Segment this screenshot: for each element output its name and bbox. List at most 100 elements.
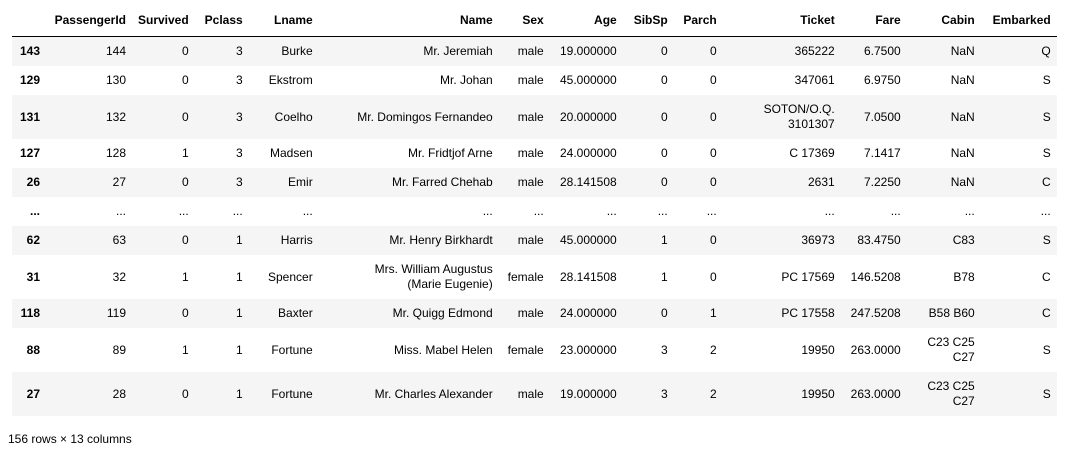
- cell-value: Q: [1041, 44, 1051, 58]
- cell-value: 1: [236, 306, 243, 320]
- cell-value: Mr. Fridtjof Arne: [408, 146, 493, 160]
- cell-value: S: [1042, 342, 1051, 357]
- cell-sibsp: 0: [623, 299, 674, 328]
- index-header: [12, 7, 46, 37]
- cell-lname: Madsen: [249, 139, 319, 168]
- cell-survived: 1: [132, 328, 195, 372]
- cell-value: 83.4750: [857, 233, 901, 247]
- table-row: 143 144 0 3 Burke Mr. Jeremiah male 19.000000 0 0…: [12, 36, 1057, 67]
- row-index: 62: [26, 233, 40, 247]
- cell-value: male: [517, 386, 544, 401]
- cell-value: C: [1042, 306, 1051, 320]
- cell-value: 0: [182, 73, 189, 87]
- cell-value: 6.9750: [864, 73, 901, 87]
- cell-value: 0: [710, 109, 717, 124]
- cell-value: 0: [182, 306, 189, 320]
- cell-fare: 6.9750: [841, 66, 907, 95]
- row-index: 27: [26, 386, 40, 401]
- cell-passengerid: ...: [46, 197, 132, 226]
- cell-value: 19.000000: [559, 44, 617, 58]
- cell-value: NaN: [950, 44, 975, 58]
- cell-survived: 0: [132, 37, 195, 67]
- cell-survived: 1: [132, 139, 195, 168]
- cell-value: 89: [112, 342, 126, 357]
- cell-age: 28.141508: [550, 255, 623, 299]
- cell-fare: 83.4750: [841, 226, 907, 255]
- cell-value: 36973: [801, 233, 835, 247]
- cell-value: Miss. Mabel Helen: [394, 342, 493, 357]
- cell-sibsp: ...: [623, 197, 674, 226]
- cell-name: Mr. Henry Birkhardt: [319, 226, 499, 255]
- cell-value: 1: [661, 269, 668, 284]
- cell-value: 0: [182, 44, 189, 58]
- cell-value: 1: [236, 386, 243, 401]
- cell-passengerid: 27: [46, 168, 132, 197]
- cell-value: 146.5208: [850, 269, 901, 284]
- cell-parch: 0: [674, 37, 723, 67]
- cell-fare: 263.0000: [841, 372, 907, 416]
- cell-value: 1: [236, 233, 243, 247]
- cell-value: NaN: [950, 73, 975, 87]
- cell-value: S: [1042, 73, 1051, 87]
- cell-sibsp: 0: [623, 95, 674, 139]
- cell-value: 0: [710, 269, 717, 284]
- cell-value: 0: [182, 233, 189, 247]
- column-header-parch: Parch: [673, 7, 723, 37]
- cell-name: Mr. Fridtjof Arne: [319, 139, 499, 168]
- cell-value: 1: [236, 269, 243, 284]
- cell-sibsp: 3: [623, 372, 674, 416]
- cell-value: Mr. Domingos Fernandeo: [357, 109, 493, 124]
- cell-value: ...: [890, 204, 901, 218]
- table-header: PassengerId Survived Pclass Lname Name Sex Age…: [12, 7, 1057, 37]
- cell-value: 128: [105, 146, 126, 160]
- table-row: 31 32 1 1 Spencer Mrs. William Augustus (Mari…: [12, 255, 1057, 299]
- cell-lname: Ekstrom: [249, 66, 319, 95]
- row-index: 129: [19, 73, 40, 87]
- cell-value: ...: [232, 204, 243, 218]
- cell-value: female: [507, 269, 544, 284]
- cell-survived: 0: [132, 299, 195, 328]
- cell-pclass: 1: [195, 255, 249, 299]
- cell-value: Mrs. William Augustus (Marie Eugenie): [374, 262, 493, 291]
- cell-fare: 7.0500: [841, 95, 907, 139]
- table-row: 127 128 1 3 Madsen Mr. Fridtjof Arne male 24.00…: [12, 139, 1057, 168]
- cell-survived: 0: [132, 66, 195, 95]
- cell-name: Mr. Quigg Edmond: [319, 299, 499, 328]
- cell-value: NaN: [950, 109, 975, 124]
- cell-age: ...: [550, 197, 623, 226]
- cell-value: C23 C25 C27: [927, 379, 975, 408]
- cell-age: 45.000000: [550, 66, 623, 95]
- cell-value: male: [517, 306, 544, 320]
- cell-value: Mr. Johan: [440, 73, 493, 87]
- cell-sibsp: 1: [623, 255, 674, 299]
- row-index: ...: [29, 204, 40, 218]
- cell-lname: Baxter: [249, 299, 319, 328]
- cell-survived: 0: [132, 95, 195, 139]
- column-header-fare: Fare: [840, 7, 907, 37]
- cell-parch: 0: [674, 95, 723, 139]
- cell-lname: Burke: [249, 37, 319, 67]
- cell-age: 45.000000: [550, 226, 623, 255]
- cell-pclass: 3: [195, 168, 249, 197]
- cell-fare: 7.1417: [841, 139, 907, 168]
- cell-parch: 2: [674, 372, 723, 416]
- cell-value: SOTON/O.Q. 3101307: [763, 102, 835, 131]
- cell-sex: male: [499, 66, 550, 95]
- cell-cabin: NaN: [907, 95, 981, 139]
- cell-value: 20.000000: [559, 109, 617, 124]
- cell-value: 3: [661, 342, 668, 357]
- cell-passengerid: 130: [46, 66, 132, 95]
- cell-value: 0: [710, 44, 717, 58]
- cell-value: Mr. Henry Birkhardt: [389, 233, 493, 247]
- cell-value: 0: [661, 146, 668, 160]
- cell-lname: Harris: [249, 226, 319, 255]
- cell-parch: 0: [674, 255, 723, 299]
- cell-name: Mrs. William Augustus (Marie Eugenie): [319, 255, 499, 299]
- cell-sibsp: 1: [623, 226, 674, 255]
- cell-value: ...: [533, 204, 544, 218]
- cell-value: NaN: [950, 146, 975, 160]
- cell-value: ...: [606, 204, 617, 218]
- cell-sex: female: [499, 255, 550, 299]
- cell-pclass: 3: [195, 66, 249, 95]
- cell-value: C: [1042, 269, 1051, 284]
